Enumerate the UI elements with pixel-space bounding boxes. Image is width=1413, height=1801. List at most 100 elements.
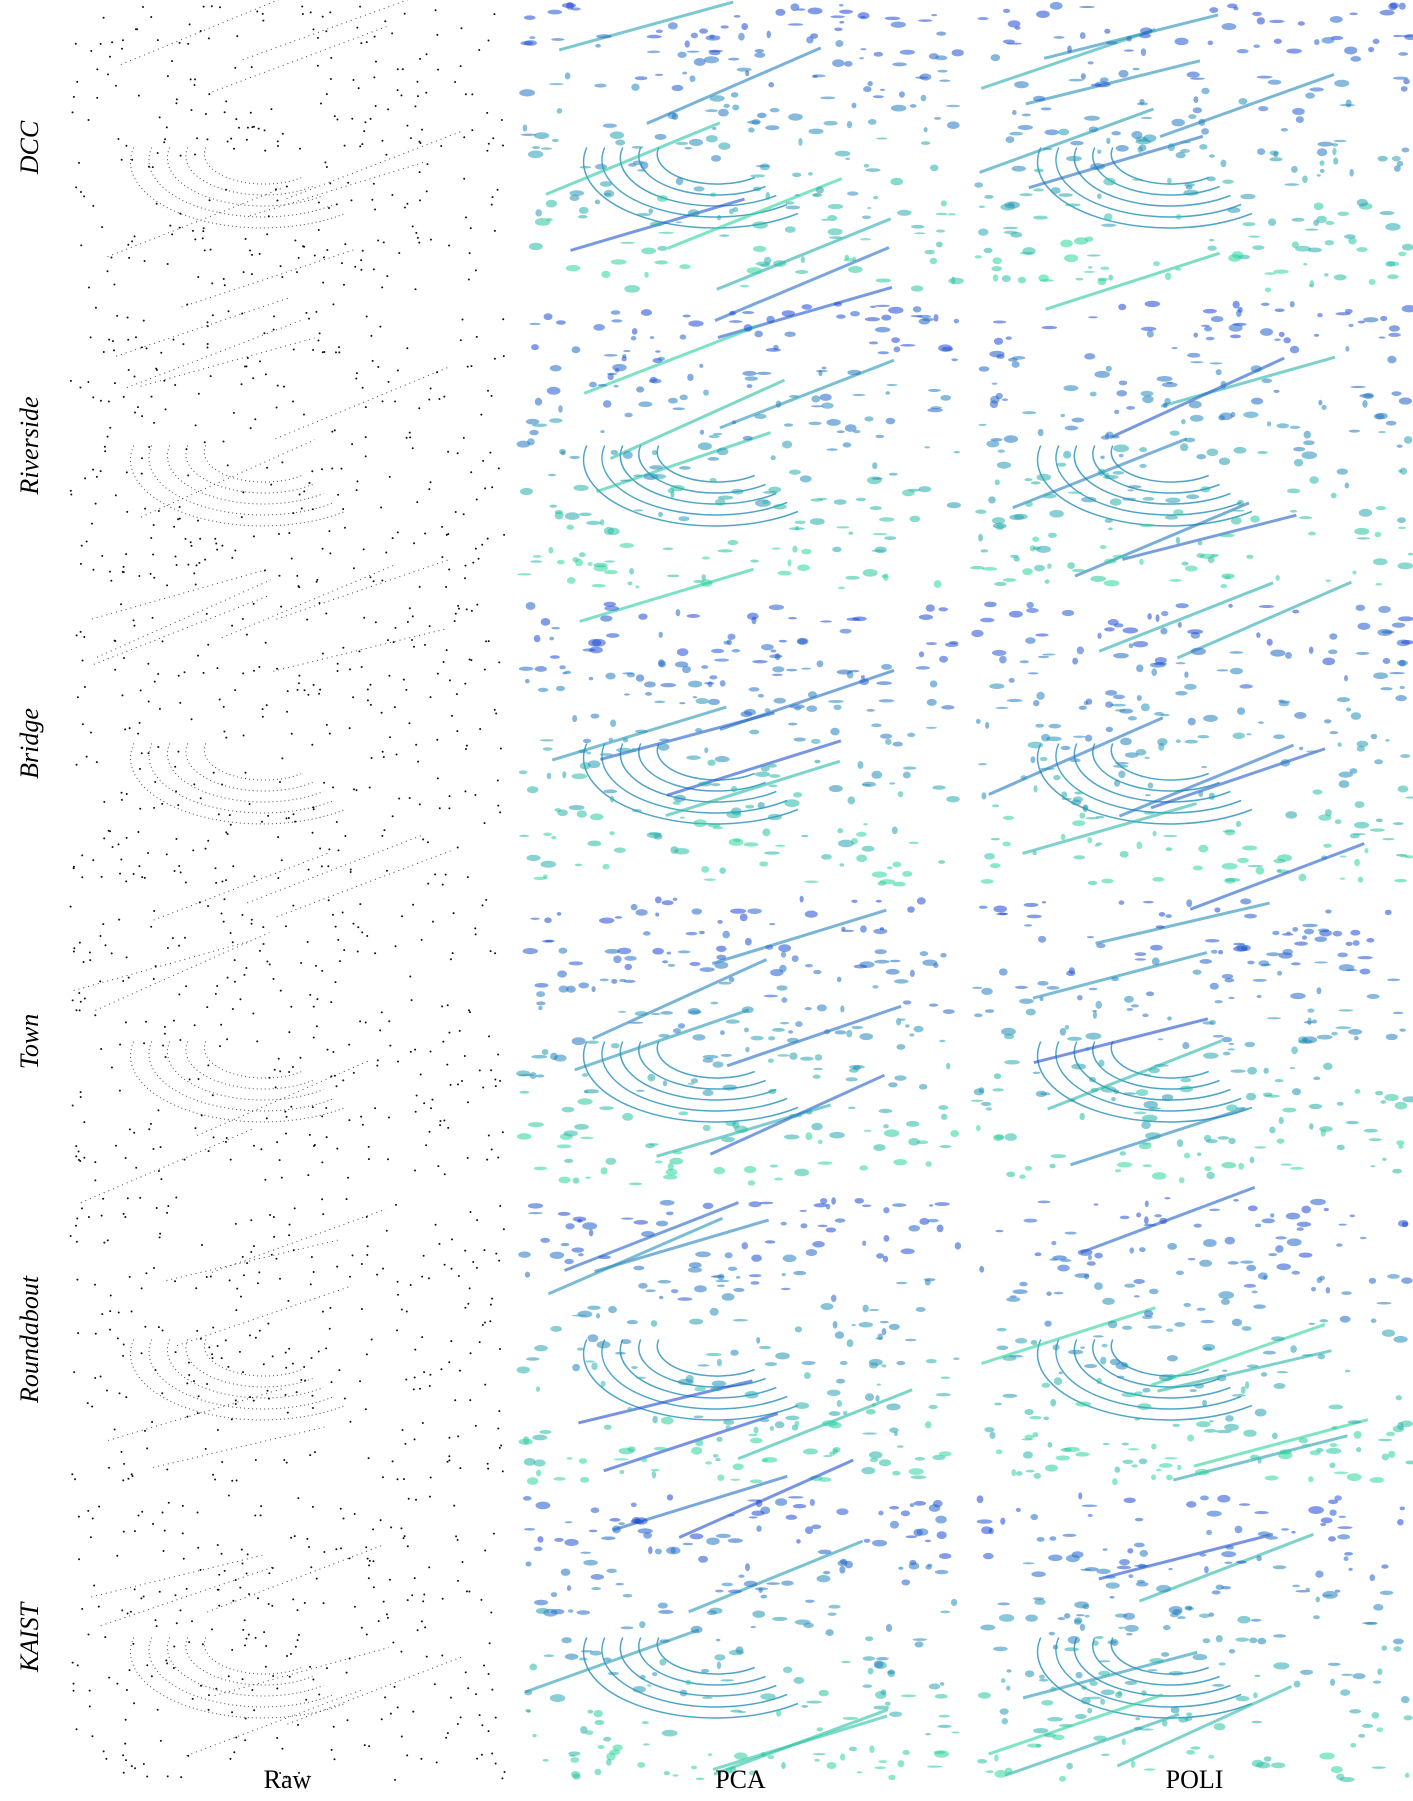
point-blob (1292, 108, 1305, 115)
point-blob (561, 1243, 570, 1246)
point-blob (1096, 1569, 1110, 1574)
point-blob (651, 1013, 661, 1015)
point (127, 317, 129, 319)
point-blob (1240, 194, 1255, 200)
point-blob (709, 435, 720, 438)
point-blob (1275, 1245, 1283, 1253)
point-blob (1206, 1530, 1212, 1535)
point-blob (1115, 709, 1126, 711)
point (207, 1064, 209, 1066)
point-blob (872, 477, 883, 480)
point-blob (1010, 555, 1019, 558)
point (337, 939, 339, 941)
point-blob (918, 19, 932, 22)
point-blob (525, 679, 530, 683)
point-blob (1218, 1662, 1225, 1665)
point-blob (1325, 221, 1334, 225)
point-blob (757, 113, 767, 119)
point (148, 752, 150, 754)
point (101, 876, 103, 878)
point-blob (926, 604, 935, 611)
point-blob (1111, 435, 1119, 438)
point-blob (788, 617, 797, 619)
point-blob (1026, 608, 1039, 613)
point (326, 249, 328, 251)
point (406, 347, 408, 349)
point (144, 260, 146, 262)
point (229, 1279, 231, 1281)
point-blob (801, 668, 811, 670)
point-blob (840, 1753, 845, 1760)
point-blob (1369, 1278, 1376, 1284)
point-blob (1350, 386, 1366, 388)
point-blob (1346, 942, 1353, 946)
point (114, 669, 116, 671)
point (190, 541, 192, 543)
point-blob (1291, 962, 1301, 965)
point (134, 411, 136, 413)
point (175, 790, 177, 792)
point-blob (668, 488, 675, 493)
point-blob (689, 1319, 703, 1325)
point (443, 661, 445, 663)
point-blob (615, 139, 625, 145)
point-blob (1201, 88, 1209, 95)
point (133, 619, 135, 621)
point-blob (1061, 798, 1072, 800)
point (212, 314, 214, 316)
point (334, 115, 336, 117)
point (498, 1410, 500, 1412)
point-blob (1299, 1252, 1313, 1257)
point (484, 1322, 486, 1324)
point-blob (1294, 459, 1303, 467)
point-blob (669, 1158, 683, 1165)
point (204, 441, 206, 443)
point (153, 1148, 155, 1150)
point (309, 482, 311, 484)
point-blob (1176, 214, 1182, 220)
point-blob (1348, 324, 1353, 327)
point-blob (1087, 936, 1094, 938)
point (87, 1510, 89, 1512)
scan-line (1119, 745, 1293, 816)
point-blob (561, 1569, 571, 1576)
point-blob (896, 1018, 901, 1026)
point-blob (1302, 1036, 1317, 1043)
point (448, 1437, 450, 1439)
point-blob (990, 400, 998, 408)
point (309, 1454, 311, 1456)
point-blob (645, 1289, 656, 1292)
scan-line (287, 1657, 461, 1724)
point-blob (1299, 1438, 1309, 1444)
point-blob (1207, 1511, 1222, 1517)
point-blob (1123, 1092, 1136, 1095)
scan-line (989, 1695, 1163, 1754)
point (487, 538, 489, 540)
point-blob (524, 1458, 536, 1466)
point-blob (1294, 942, 1308, 946)
point-blob (873, 1706, 889, 1710)
point-blob (948, 213, 956, 215)
point (293, 1249, 295, 1251)
point (165, 1056, 167, 1058)
point-blob (1403, 79, 1410, 85)
point-blob (1092, 1640, 1099, 1645)
point-blob (1380, 687, 1392, 690)
point-blob (745, 70, 749, 76)
point (191, 109, 193, 111)
point (457, 452, 459, 454)
point (358, 650, 360, 652)
point-blob (601, 1536, 615, 1540)
point (495, 1762, 497, 1764)
point (430, 1051, 432, 1053)
point-blob (562, 1107, 575, 1113)
point-blob (703, 389, 709, 395)
point-blob (1232, 251, 1244, 259)
point-blob (544, 917, 552, 923)
point (250, 427, 252, 429)
point-blob (703, 1203, 714, 1209)
point-blob (1286, 1213, 1300, 1220)
point-blob (761, 1752, 766, 1757)
point (153, 422, 155, 424)
point (293, 349, 295, 351)
